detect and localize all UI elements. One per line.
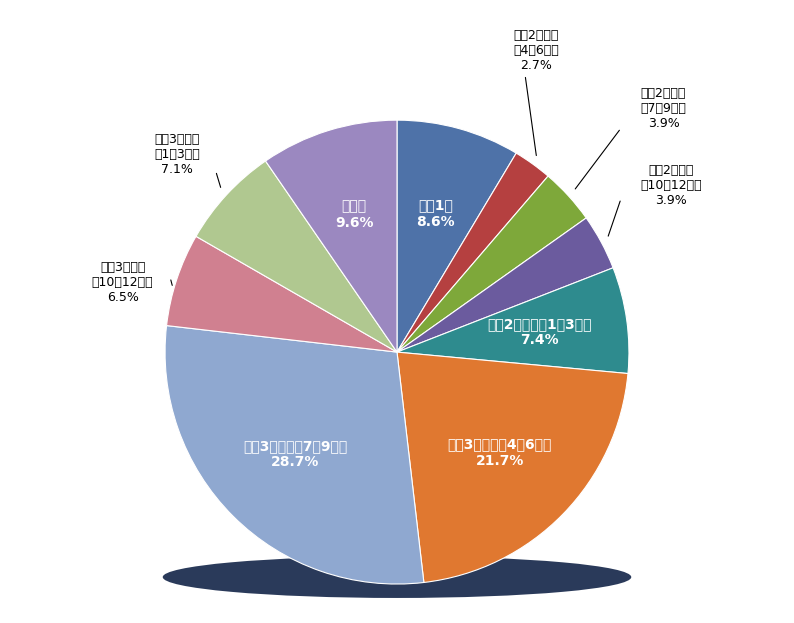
Text: 高校3年の夏（7〜9月）
28.7%: 高校3年の夏（7〜9月） 28.7% <box>243 439 348 469</box>
Wedge shape <box>165 326 424 584</box>
Wedge shape <box>397 120 516 352</box>
Text: 高校1年
8.6%: 高校1年 8.6% <box>416 198 455 229</box>
Text: 高校3年の冬
（1〜3月）
7.1%: 高校3年の冬 （1〜3月） 7.1% <box>154 133 200 176</box>
Text: その他
9.6%: その他 9.6% <box>335 199 373 230</box>
Wedge shape <box>265 120 397 352</box>
Text: 高校2年の春
（4〜6月）
2.7%: 高校2年の春 （4〜6月） 2.7% <box>513 29 559 72</box>
Ellipse shape <box>163 556 631 598</box>
Text: 高校3年の春（4〜6月）
21.7%: 高校3年の春（4〜6月） 21.7% <box>448 437 552 468</box>
Wedge shape <box>397 352 628 583</box>
Wedge shape <box>196 161 397 352</box>
Text: 高校3年の秋
（10〜12月）
6.5%: 高校3年の秋 （10〜12月） 6.5% <box>92 261 153 304</box>
Text: 高校2年の冬（1〜3月）
7.4%: 高校2年の冬（1〜3月） 7.4% <box>488 317 592 347</box>
Wedge shape <box>167 236 397 352</box>
Text: 高校2年の夏
（7〜9月）
3.9%: 高校2年の夏 （7〜9月） 3.9% <box>641 87 687 130</box>
Text: 高校2年の秋
（10〜12月）
3.9%: 高校2年の秋 （10〜12月） 3.9% <box>641 164 702 207</box>
Wedge shape <box>397 268 629 374</box>
Wedge shape <box>397 218 613 352</box>
Wedge shape <box>397 153 548 352</box>
Wedge shape <box>397 176 586 352</box>
